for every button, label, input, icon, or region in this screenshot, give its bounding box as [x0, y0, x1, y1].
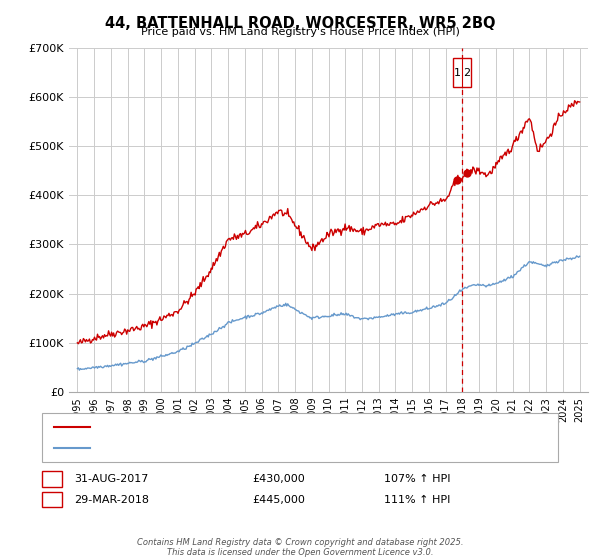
Text: 1: 1 [49, 474, 55, 484]
Text: 31-AUG-2017: 31-AUG-2017 [74, 474, 148, 484]
Text: 2: 2 [49, 494, 55, 505]
Text: Contains HM Land Registry data © Crown copyright and database right 2025.
This d: Contains HM Land Registry data © Crown c… [137, 538, 463, 557]
Text: 111% ↑ HPI: 111% ↑ HPI [384, 494, 451, 505]
Text: 1: 1 [454, 68, 461, 78]
Bar [453, 58, 471, 87]
Text: 2: 2 [463, 68, 470, 78]
Text: HPI: Average price, semi-detached house, Worcester: HPI: Average price, semi-detached house,… [96, 443, 353, 453]
Text: Price paid vs. HM Land Registry's House Price Index (HPI): Price paid vs. HM Land Registry's House … [140, 27, 460, 37]
Text: 44, BATTENHALL ROAD, WORCESTER, WR5 2BQ (semi-detached house): 44, BATTENHALL ROAD, WORCESTER, WR5 2BQ … [96, 422, 445, 432]
Text: £445,000: £445,000 [252, 494, 305, 505]
Text: 107% ↑ HPI: 107% ↑ HPI [384, 474, 451, 484]
Text: 29-MAR-2018: 29-MAR-2018 [74, 494, 149, 505]
Text: 44, BATTENHALL ROAD, WORCESTER, WR5 2BQ: 44, BATTENHALL ROAD, WORCESTER, WR5 2BQ [105, 16, 495, 31]
Text: £430,000: £430,000 [252, 474, 305, 484]
